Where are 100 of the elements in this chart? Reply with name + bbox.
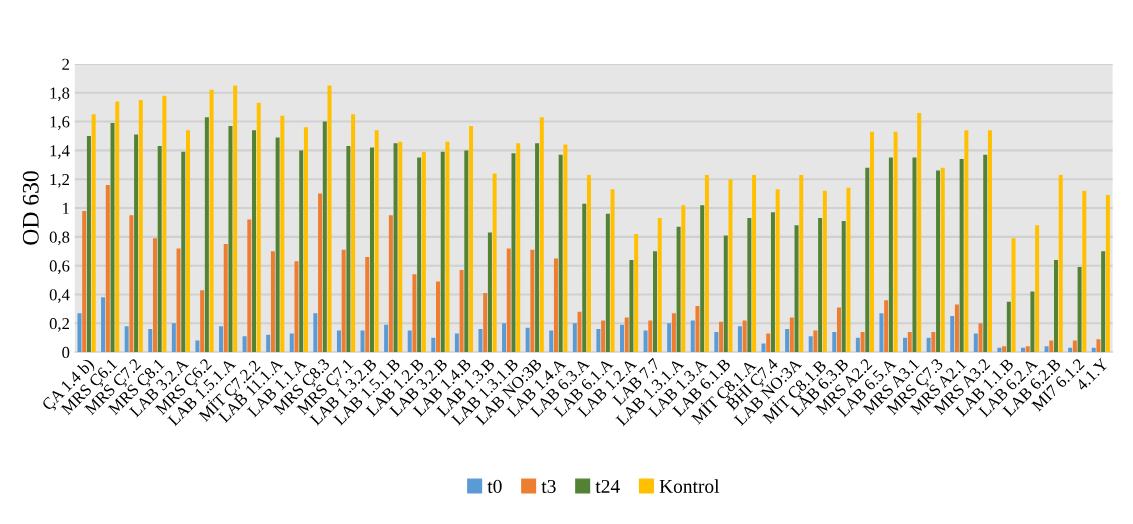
bar: [492, 173, 497, 353]
bar: [506, 248, 511, 353]
bar: [341, 249, 346, 353]
bar: [1101, 251, 1106, 353]
bar: [605, 213, 610, 353]
bar: [719, 321, 724, 353]
bar: [978, 323, 983, 353]
bar: [204, 117, 209, 353]
bar: [101, 297, 106, 353]
bar: [737, 326, 742, 353]
bar: [653, 251, 658, 353]
bar: [1011, 238, 1016, 353]
bar: [926, 337, 931, 353]
bar: [954, 304, 959, 353]
bar: [303, 127, 308, 353]
bar: [77, 313, 82, 353]
bar: [987, 130, 992, 353]
bar: [586, 174, 591, 353]
bar: [917, 112, 922, 353]
bar: [723, 235, 728, 353]
bar: [785, 329, 790, 353]
y-tick-label: 1,4: [50, 145, 70, 159]
bar: [808, 336, 813, 353]
y-tick-label: 2: [62, 58, 69, 70]
bar: [464, 150, 469, 353]
bar: [483, 293, 488, 353]
bar: [832, 331, 837, 353]
bar: [138, 99, 143, 353]
bar: [360, 330, 365, 353]
y-tick-label: 0,8: [49, 231, 70, 246]
bar: [572, 323, 577, 353]
bar: [1105, 195, 1110, 353]
bar: [384, 324, 389, 353]
bar: [346, 146, 351, 353]
bar: [931, 331, 936, 353]
bar: [634, 233, 639, 353]
bar: [1035, 225, 1040, 353]
bar: [1091, 347, 1096, 353]
bar: [516, 143, 521, 353]
bar: [369, 147, 374, 353]
bar: [148, 329, 153, 353]
bar: [535, 143, 540, 353]
bar: [879, 313, 884, 353]
bar: [549, 330, 554, 353]
bar: [704, 174, 709, 353]
bar: [176, 248, 181, 353]
bar: [1072, 340, 1077, 353]
bar: [629, 259, 634, 353]
bar: [610, 189, 615, 353]
y-tick-label: 0,2: [49, 318, 69, 332]
bar: [105, 184, 110, 353]
bar: [223, 244, 228, 353]
bar: [714, 331, 719, 353]
legend-label: t3: [541, 479, 556, 493]
bar: [799, 174, 804, 353]
bar: [294, 261, 299, 353]
bar: [185, 130, 190, 353]
bar: [884, 300, 889, 353]
bar: [676, 226, 681, 353]
bar: [445, 141, 450, 353]
y-tick-label: 1,8: [50, 87, 70, 102]
y-axis-title: OD 630: [22, 171, 39, 245]
bar: [681, 205, 686, 353]
bar: [91, 114, 96, 353]
bar: [454, 333, 459, 353]
bar: [907, 331, 912, 353]
bar: [742, 320, 747, 353]
bar: [412, 274, 417, 353]
bar: [195, 340, 200, 353]
bar: [322, 121, 327, 353]
bar: [1002, 346, 1007, 353]
bar: [318, 193, 323, 353]
bar: [747, 218, 752, 353]
bar: [502, 323, 507, 353]
bar: [129, 215, 134, 353]
bar: [1030, 291, 1035, 353]
bar: [407, 330, 412, 353]
bar: [1077, 267, 1082, 353]
bar: [242, 336, 247, 353]
bar: [1020, 347, 1025, 353]
bar: [865, 167, 870, 353]
bar: [1044, 346, 1049, 353]
bar: [846, 187, 851, 353]
legend-label: t0: [487, 479, 502, 493]
bar: [728, 179, 733, 353]
y-tick-label: 0,4: [49, 289, 70, 303]
y-tick-label: 1: [63, 202, 69, 214]
bar: [275, 137, 280, 353]
bar: [247, 219, 252, 353]
bar: [818, 218, 823, 353]
bar: [115, 101, 120, 353]
bar: [431, 337, 436, 353]
bar: [601, 320, 606, 353]
bar: [775, 189, 780, 353]
bar: [313, 313, 318, 353]
bar: [478, 329, 483, 353]
bar: [525, 327, 530, 353]
bar: [228, 125, 233, 353]
bar: [280, 115, 285, 353]
bar: [530, 249, 535, 353]
